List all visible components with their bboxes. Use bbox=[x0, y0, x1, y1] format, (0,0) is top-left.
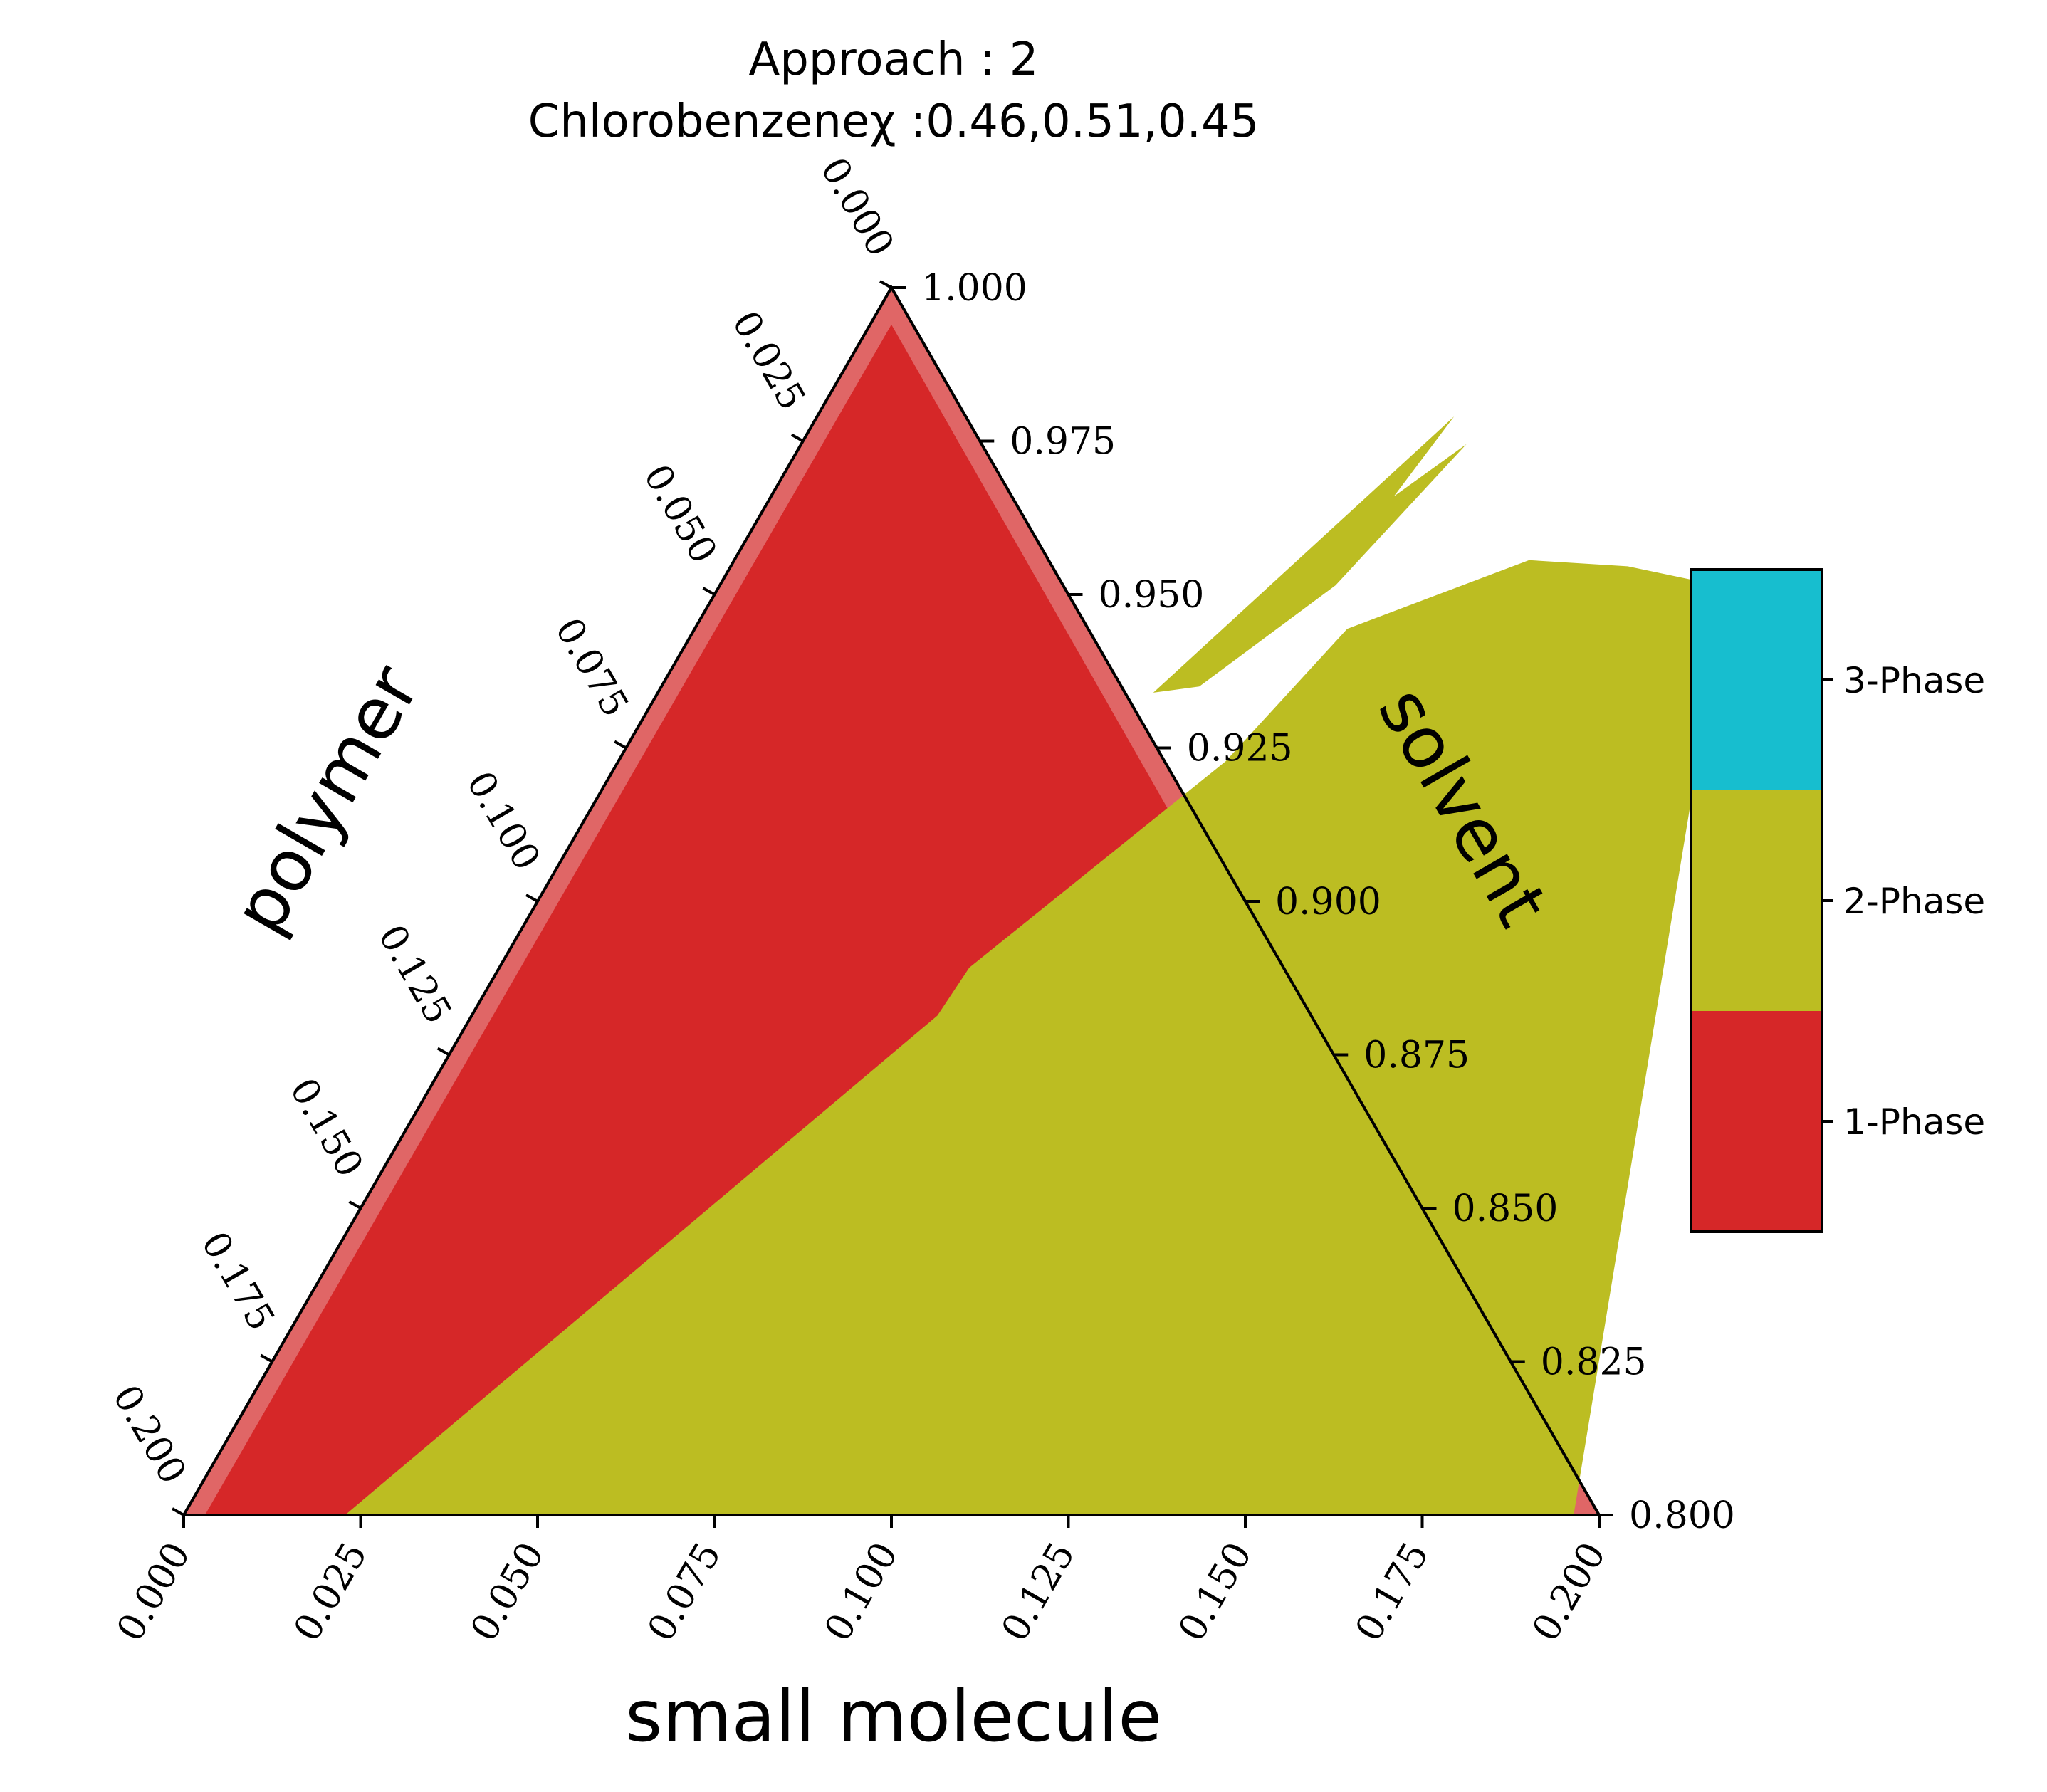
bottom-axis-ticks: 0.000 0.025 0.050 0.075 0.100 0.125 0.150 0.175… bbox=[109, 1515, 1614, 1648]
colorbar-segment bbox=[1691, 790, 1822, 1011]
two-phase-region bbox=[345, 560, 1724, 1515]
right-tick-label: 0.950 bbox=[1099, 574, 1205, 617]
colorbar-label: 3-Phase bbox=[1843, 660, 1985, 701]
bottom-tick-label: 0.050 bbox=[463, 1536, 553, 1649]
left-tick-label: 0.200 bbox=[104, 1378, 194, 1492]
right-axis-ticks: 1.000 0.975 0.950 0.925 0.900 0.875 0.850 0.825… bbox=[891, 267, 1735, 1537]
right-tick-label: 1.000 bbox=[921, 267, 1027, 310]
left-tick-mark bbox=[790, 433, 804, 443]
left-tick-label: 0.025 bbox=[723, 304, 813, 417]
left-axis-label: polymer bbox=[217, 651, 436, 947]
left-tick-label: 0.050 bbox=[635, 458, 725, 571]
bottom-tick-label: 0.175 bbox=[1347, 1536, 1437, 1649]
left-tick-label: 0.125 bbox=[370, 918, 459, 1031]
two-phase-sliver-region bbox=[1153, 416, 1467, 693]
chart-title-line-1: Approach : 2 bbox=[748, 33, 1038, 86]
right-tick-label: 0.900 bbox=[1275, 881, 1381, 923]
left-tick-mark bbox=[260, 1353, 273, 1363]
left-tick-label: 0.150 bbox=[281, 1071, 371, 1185]
left-tick-mark bbox=[172, 1507, 184, 1516]
colorbar: 3-Phase 2-Phase 1-Phase bbox=[1690, 568, 1985, 1233]
bottom-tick-label: 0.100 bbox=[817, 1536, 906, 1649]
left-tick-label: 0.000 bbox=[812, 151, 901, 264]
left-tick-label: 0.100 bbox=[458, 765, 548, 878]
left-tick-mark bbox=[879, 280, 892, 289]
colorbar-segment bbox=[1691, 1011, 1822, 1232]
colorbar-frame bbox=[1690, 568, 1823, 1233]
left-edge-band bbox=[184, 288, 902, 1515]
bottom-tick-label: 0.075 bbox=[639, 1536, 729, 1649]
right-tick-label: 0.800 bbox=[1629, 1494, 1735, 1537]
bottom-tick-label: 0.200 bbox=[1524, 1536, 1614, 1649]
left-tick-mark bbox=[525, 894, 538, 903]
left-tick-mark bbox=[348, 1200, 362, 1210]
right-tick-label: 0.875 bbox=[1363, 1034, 1470, 1077]
left-tick-label: 0.175 bbox=[193, 1225, 283, 1338]
left-tick-label: 0.075 bbox=[547, 611, 637, 724]
colorbar-label: 1-Phase bbox=[1843, 1101, 1985, 1143]
bottom-tick-label: 0.150 bbox=[1171, 1536, 1260, 1649]
right-tick-label: 0.925 bbox=[1187, 728, 1293, 770]
bottom-tick-label: 0.125 bbox=[993, 1536, 1083, 1649]
left-tick-mark bbox=[436, 1047, 450, 1057]
colorbar-segment bbox=[1691, 570, 1822, 790]
right-tick-label: 0.975 bbox=[1010, 421, 1116, 463]
bottom-axis-label: small molecule bbox=[625, 1675, 1162, 1758]
left-tick-mark bbox=[614, 740, 627, 750]
right-tick-label: 0.850 bbox=[1452, 1188, 1559, 1230]
bottom-tick-label: 0.025 bbox=[286, 1536, 375, 1649]
chart-title-line-2: Chlorobenzeneχ :0.46,0.51,0.45 bbox=[528, 95, 1260, 148]
right-tick-label: 0.825 bbox=[1541, 1341, 1647, 1384]
left-tick-mark bbox=[702, 587, 716, 596]
colorbar-label: 2-Phase bbox=[1843, 881, 1985, 922]
ternary-plot-area bbox=[181, 284, 1724, 1516]
bottom-tick-label: 0.000 bbox=[109, 1536, 199, 1649]
